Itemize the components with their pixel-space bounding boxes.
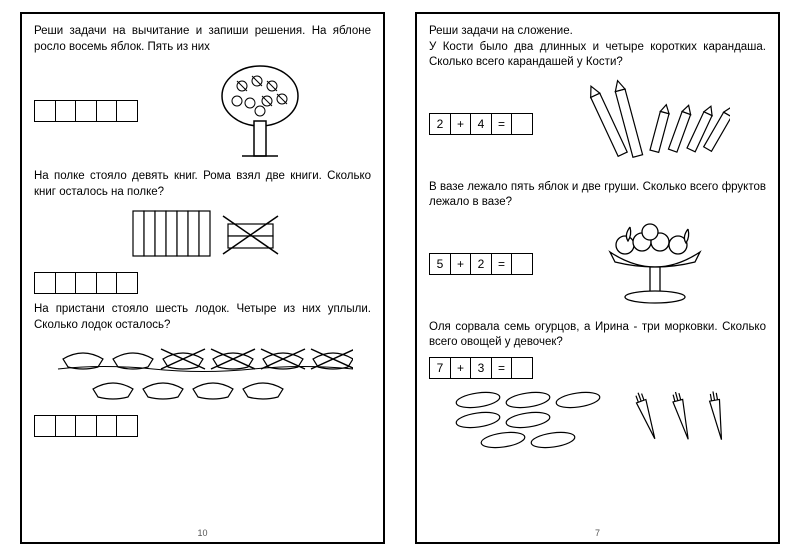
left-page: Реши задачи на вычитание и запиши решени… [20, 12, 385, 544]
box[interactable]: + [450, 113, 472, 135]
box[interactable]: = [491, 113, 513, 135]
box[interactable]: = [491, 253, 513, 275]
box[interactable] [34, 100, 56, 122]
box[interactable]: 2 [429, 113, 451, 135]
box[interactable] [75, 100, 97, 122]
box[interactable] [116, 415, 138, 437]
box[interactable] [34, 272, 56, 294]
box[interactable]: 7 [429, 357, 451, 379]
box[interactable] [116, 100, 138, 122]
answer-boxes[interactable] [34, 272, 371, 294]
answer-boxes[interactable]: 5 + 2 = [429, 253, 533, 275]
box[interactable] [55, 415, 77, 437]
box[interactable] [96, 272, 118, 294]
page-number: 10 [197, 528, 207, 538]
box[interactable] [55, 100, 77, 122]
boats-icon [34, 339, 371, 409]
books-icon [34, 206, 371, 266]
p3-text: Оля сорвала семь огурцов, а Ирина - три … [429, 320, 766, 351]
box[interactable] [96, 100, 118, 122]
box[interactable] [96, 415, 118, 437]
box[interactable]: + [450, 253, 472, 275]
right-intro: Реши задачи на сложение. У Кости было дв… [429, 24, 766, 71]
right-page: Реши задачи на сложение. У Кости было дв… [415, 12, 780, 544]
left-intro: Реши задачи на вычитание и запиши решени… [34, 24, 371, 55]
box[interactable]: + [450, 357, 472, 379]
problem-fruit: 5 + 2 = [429, 217, 766, 312]
problem-books [34, 206, 371, 294]
box[interactable] [75, 272, 97, 294]
p2-text: В вазе лежало пять яблок и две груши. Ск… [429, 180, 766, 211]
page-number: 7 [595, 528, 600, 538]
fruit-bowl-icon [543, 217, 766, 312]
problem-boats [34, 339, 371, 437]
problem-apples [34, 61, 371, 161]
box[interactable]: 3 [470, 357, 492, 379]
p3-text: На пристани стояло шесть лодок. Четыре и… [34, 302, 371, 333]
box[interactable] [55, 272, 77, 294]
box[interactable] [116, 272, 138, 294]
apple-tree-icon [148, 61, 371, 161]
box[interactable] [34, 415, 56, 437]
box[interactable]: 5 [429, 253, 451, 275]
answer-boxes[interactable] [34, 415, 371, 437]
problem-pencils: 2 + 4 = [429, 77, 766, 172]
intro-text: Реши задачи на сложение. [429, 25, 573, 37]
p2-text: На полке стояло девять книг. Рома взял д… [34, 169, 371, 200]
answer-boxes[interactable]: 2 + 4 = [429, 113, 533, 135]
answer-boxes[interactable]: 7 + 3 = [429, 357, 766, 379]
p1-text: У Кости было два длинных и четыре коротк… [429, 41, 766, 69]
box[interactable] [511, 113, 533, 135]
answer-boxes[interactable] [34, 100, 138, 122]
intro-text: Реши задачи на вычитание и запиши решени… [34, 25, 305, 37]
pencils-icon [543, 77, 766, 172]
box[interactable]: = [491, 357, 513, 379]
box[interactable]: 4 [470, 113, 492, 135]
box[interactable] [511, 357, 533, 379]
problem-veggies: 7 + 3 = [429, 357, 766, 455]
box[interactable] [75, 415, 97, 437]
box[interactable] [511, 253, 533, 275]
vegetables-icon [429, 385, 766, 455]
box[interactable]: 2 [470, 253, 492, 275]
